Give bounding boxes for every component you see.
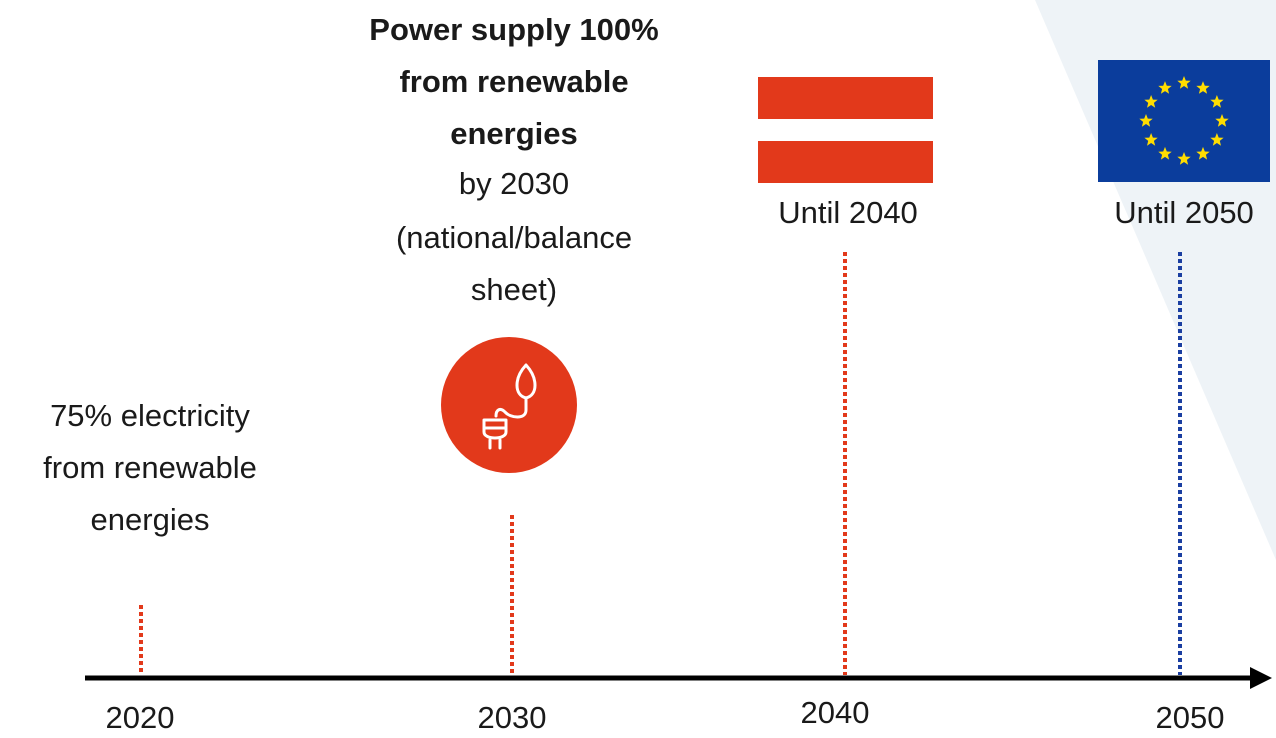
- eu-star: [1210, 95, 1224, 108]
- eu-star: [1215, 114, 1229, 127]
- milestone-text: energies: [91, 502, 210, 537]
- milestone-text: from renewable: [43, 450, 257, 485]
- milestone-text: (national/balance: [396, 220, 632, 255]
- eu-star: [1177, 76, 1191, 89]
- year-label: 2050: [1156, 700, 1225, 735]
- eu-star: [1177, 152, 1191, 165]
- eu-star: [1144, 133, 1158, 146]
- year-label: 2040: [801, 695, 870, 730]
- eu-star: [1196, 146, 1210, 160]
- flag-stripe: [758, 77, 933, 119]
- year-label: 2020: [106, 700, 175, 735]
- milestone-text: 75% electricity: [50, 398, 250, 433]
- eu-star: [1139, 114, 1153, 127]
- eu-flag: [1098, 60, 1270, 182]
- milestone-heading: from renewable: [399, 64, 628, 99]
- axis-arrow: [1250, 667, 1272, 689]
- milestone-heading: Power supply 100%: [369, 12, 658, 47]
- milestone-text: sheet): [471, 272, 557, 307]
- milestone-text: Until 2040: [778, 195, 918, 230]
- year-label: 2030: [478, 700, 547, 735]
- milestone-text: by 2030: [459, 166, 569, 201]
- eu-star: [1158, 81, 1172, 94]
- eu-star: [1210, 133, 1224, 146]
- plug-icon: [441, 337, 577, 473]
- milestone-text: Until 2050: [1114, 195, 1254, 230]
- eu-star: [1158, 146, 1172, 160]
- eu-star: [1144, 95, 1158, 108]
- eu-star: [1196, 81, 1210, 94]
- flag-stripe: [758, 141, 933, 183]
- milestone-heading: energies: [450, 116, 578, 151]
